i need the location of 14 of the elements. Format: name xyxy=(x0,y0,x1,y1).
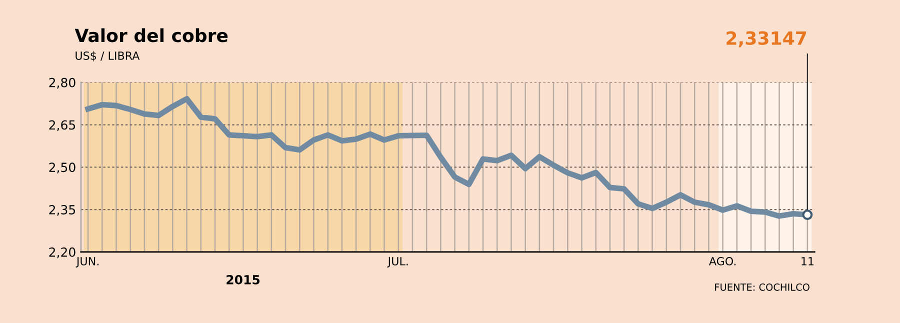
x-tick-label: AGO. xyxy=(708,256,736,266)
x-tick-label: JUN. xyxy=(76,257,98,268)
x-tick-label: 11 xyxy=(802,257,814,266)
y-tick-label: 2,65 xyxy=(49,120,76,131)
data-label: 2,33147 xyxy=(726,31,806,48)
text: 2015 xyxy=(226,274,260,284)
y-tick-label: 2,80 xyxy=(49,78,76,89)
chart-title: Valor del cobre xyxy=(74,28,228,42)
y-tick-label: 2,50 xyxy=(49,162,76,174)
chart-subtitle: US$ / LIBRA xyxy=(76,51,140,62)
y-tick-label: 2,20 xyxy=(49,247,76,258)
y-tick-label: 2,35 xyxy=(49,205,76,216)
source-note: FUENTE: COCHILCO xyxy=(715,283,810,291)
x-tick-label: JUL. xyxy=(387,257,408,268)
